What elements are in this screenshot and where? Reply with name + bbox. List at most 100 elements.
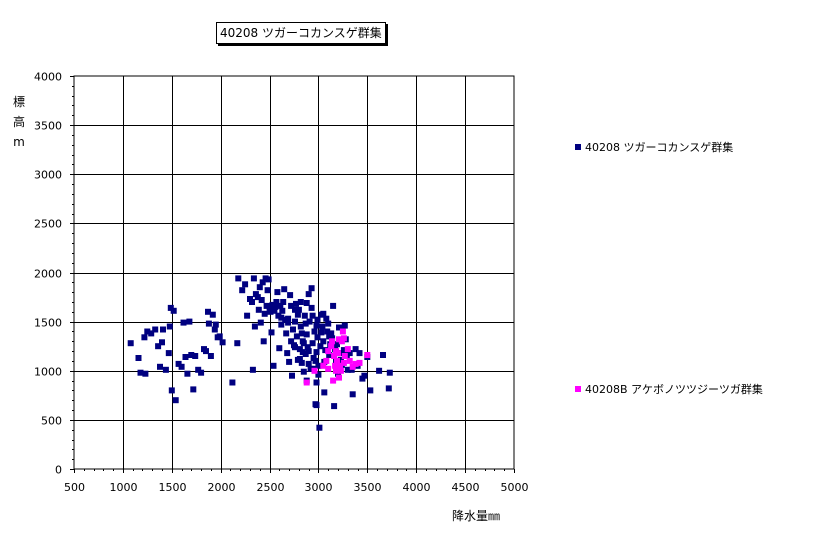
chart-title: 40208 ツガーコカンスゲ群集 [216,22,386,44]
data-point-series-1 [209,311,216,318]
data-point-series-1 [259,279,266,286]
data-point-series-2 [332,362,339,369]
data-point-series-1 [205,308,211,315]
data-point-series-1 [315,362,322,369]
legend-label-series-2: 40208B アケボノツツジーツガ群集 [585,383,763,396]
data-point-series-1 [198,369,205,376]
data-point-series-1 [168,387,175,394]
y-tick-label: 2000 [34,268,62,281]
y-tick-label: 1500 [34,317,62,330]
data-point-series-1 [283,330,290,337]
data-point-series-1 [254,294,261,301]
x-tick-label: 2000 [208,481,236,494]
data-point-series-1 [257,319,264,326]
data-point-series-1 [216,333,223,340]
data-point-series-2 [325,348,332,355]
data-point-series-1 [290,326,296,333]
data-point-series-1 [280,299,287,305]
data-point-series-1 [276,345,283,352]
data-point-series-1 [279,307,286,314]
data-point-series-1 [186,318,193,325]
data-point-series-2 [336,374,342,381]
data-point-series-1 [278,321,285,328]
data-point-series-1 [285,315,292,322]
data-point-series-1 [293,333,300,340]
data-point-series-1 [367,387,374,394]
data-point-series-1 [211,326,218,333]
data-point-series-1 [303,300,310,306]
x-tick-label: 4000 [403,481,431,494]
data-point-series-1 [142,370,149,377]
y-tick-label: 3000 [34,169,62,182]
x-tick-label: 3000 [305,481,333,494]
data-point-series-1 [152,326,159,333]
data-point-series-1 [326,333,333,340]
data-point-series-1 [148,330,155,337]
data-point-series-1 [302,320,309,327]
data-point-series-1 [256,284,263,291]
data-point-series-1 [300,340,307,347]
data-point-series-1 [316,424,323,431]
data-point-series-1 [255,306,262,313]
data-point-series-1 [141,334,148,341]
plot-area [73,75,515,470]
data-point-series-1 [270,362,277,369]
data-point-series-2 [340,335,347,342]
y-axis-label-char-2: 高 [12,115,25,129]
data-point-series-2 [352,360,359,367]
data-point-series-1 [264,287,271,294]
data-point-series-2 [356,359,363,366]
data-point-series-1 [349,391,356,398]
data-point-series-2 [335,350,341,357]
data-point-series-1 [137,369,144,376]
data-point-series-1 [277,302,284,309]
data-point-series-1 [305,291,312,298]
data-point-series-1 [205,320,212,327]
data-point-series-1 [166,323,173,330]
data-point-series-1 [308,304,315,311]
x-tick-label: 1000 [110,481,138,494]
data-point-series-1 [297,323,304,330]
x-axis-label: 降水量㎜ [452,509,501,523]
data-point-series-1 [298,359,305,366]
data-point-series-1 [313,349,320,356]
data-point-series-1 [288,338,295,345]
data-point-series-1 [261,310,268,317]
data-point-series-1 [304,344,311,351]
data-point-series-1 [314,334,321,341]
data-point-series-2 [303,379,310,386]
y-axis-label-char-1: 標 [12,95,25,109]
data-point-series-1 [300,368,307,375]
y-tick-label: 4000 [34,71,62,84]
data-point-series-2 [331,353,338,359]
data-point-series-1 [184,370,191,377]
data-point-series-1 [234,340,241,347]
data-point-series-1 [267,308,274,315]
data-point-series-1 [352,346,359,353]
data-point-series-1 [303,331,310,338]
data-point-series-1 [297,299,304,305]
data-point-series-1 [294,311,301,318]
data-point-series-1 [298,330,305,337]
data-point-series-1 [341,322,348,329]
data-point-series-1 [331,403,338,410]
data-point-series-1 [305,348,312,355]
data-point-series-1 [188,352,195,358]
data-point-series-1 [160,326,166,333]
data-point-series-1 [361,372,368,379]
data-point-series-1 [330,302,337,309]
data-point-series-1 [203,348,209,355]
data-point-series-2 [311,367,318,374]
data-point-series-1 [249,299,255,305]
y-tick-label: 3500 [34,120,62,133]
data-point-series-1 [323,315,330,322]
data-point-series-2 [333,367,339,374]
data-point-series-1 [170,307,177,314]
data-point-series-1 [315,371,322,378]
data-point-series-2 [330,377,337,384]
data-point-series-1 [273,299,280,305]
data-point-series-1 [242,281,249,288]
data-point-series-1 [250,275,257,282]
data-point-series-2 [325,365,332,372]
data-point-series-2 [320,362,327,369]
